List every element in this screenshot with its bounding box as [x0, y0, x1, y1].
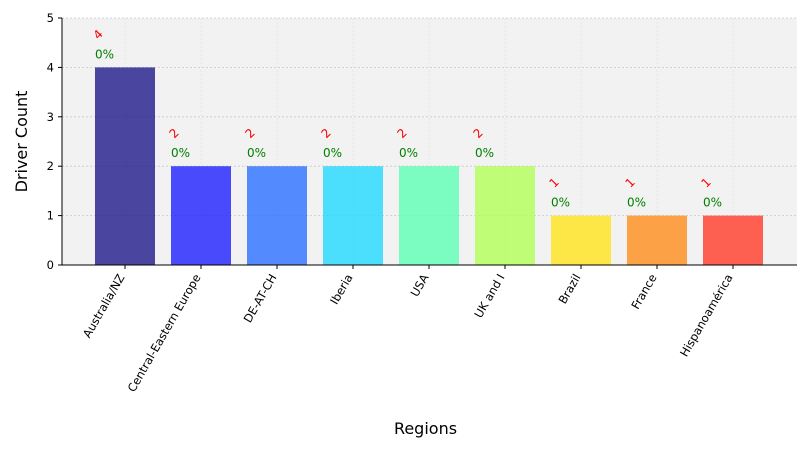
x-tick-label: UK and I: [471, 272, 507, 321]
percent-label: 0%: [703, 196, 722, 210]
percent-label: 0%: [171, 146, 190, 160]
bars: [95, 67, 763, 266]
y-tick-label: 1: [47, 209, 54, 223]
bar: [95, 67, 155, 266]
percent-label: 0%: [399, 146, 418, 160]
y-tick-label: 0: [47, 258, 54, 272]
bar: [247, 166, 307, 265]
bar: [323, 166, 383, 265]
x-tick-label: France: [628, 272, 659, 312]
y-tick-label: 3: [47, 110, 54, 124]
percent-label: 0%: [95, 47, 114, 61]
percent-label: 0%: [551, 196, 570, 210]
y-tick-label: 5: [47, 11, 54, 25]
bar: [475, 166, 535, 265]
axes: [58, 17, 797, 269]
y-axis-title: Driver Count: [12, 91, 31, 193]
percent-label: 0%: [475, 146, 494, 160]
bar: [551, 215, 611, 265]
x-axis-title: Regions: [394, 419, 457, 438]
x-tick-label: Hispanoamérica: [677, 272, 736, 360]
x-tick-label: Brazil: [555, 272, 583, 307]
percent-label: 0%: [247, 146, 266, 160]
x-tick-label: DE-AT-CH: [241, 272, 280, 326]
percent-label: 0%: [627, 196, 646, 210]
percent-label: 0%: [323, 146, 342, 160]
x-tick-label: USA: [408, 271, 432, 299]
y-tick-label: 4: [47, 60, 54, 74]
x-tick-label: Australia/NZ: [80, 271, 128, 340]
bar: [627, 215, 687, 265]
x-tick-label: Iberia: [327, 272, 355, 307]
x-tick-label: Central-Eastern Europe: [125, 272, 204, 395]
bar: [703, 215, 763, 265]
y-tick-label: 2: [47, 159, 54, 173]
bar: [399, 166, 459, 265]
bar: [171, 166, 231, 265]
